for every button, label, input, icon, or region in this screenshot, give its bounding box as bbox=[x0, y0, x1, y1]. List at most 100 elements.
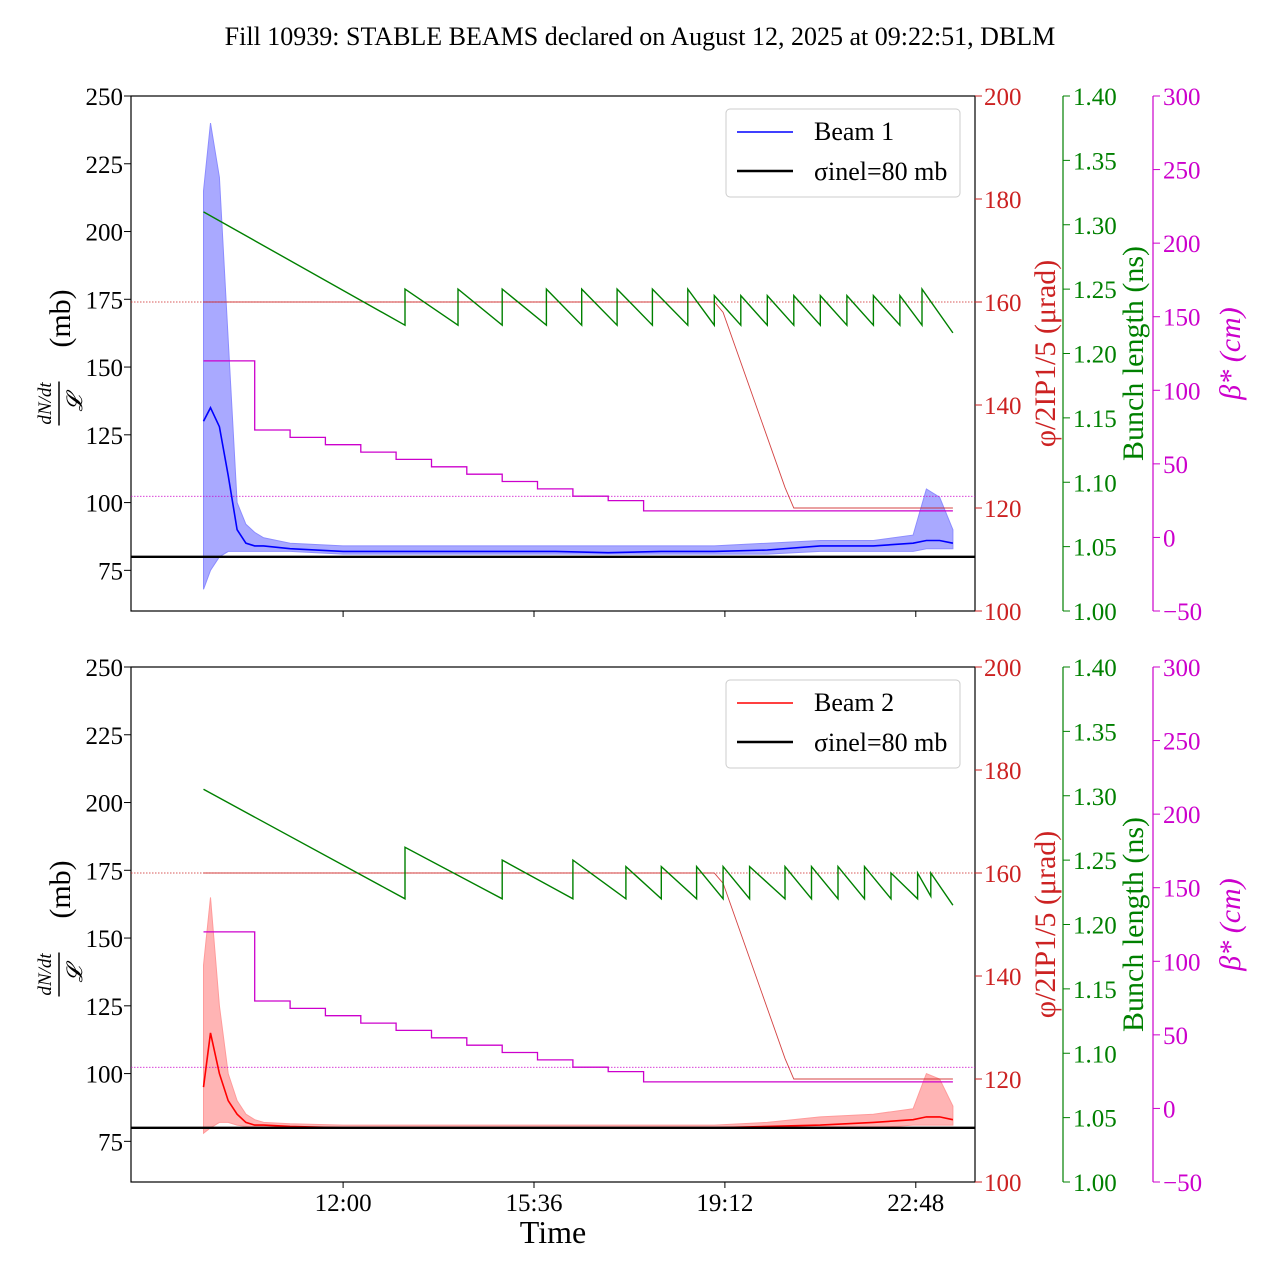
y-axis-label-denominator: 𝓛 bbox=[62, 961, 87, 983]
y-axis-label-unit: (mb) bbox=[44, 289, 77, 347]
bunch-tick-label: 1.05 bbox=[1073, 1106, 1117, 1133]
crossing-angle-series bbox=[203, 872, 953, 1080]
crossing-tick-label: 180 bbox=[984, 758, 1022, 785]
bunch-axis-label-text: Bunch length (ns) bbox=[1117, 817, 1150, 1032]
bunch-tick-label: 1.00 bbox=[1073, 599, 1117, 626]
plot-frame bbox=[130, 666, 976, 1183]
y-tick-label: 125 bbox=[86, 994, 124, 1021]
y-tick-label: 200 bbox=[86, 220, 124, 247]
xsec-series bbox=[202, 405, 954, 554]
y-tick-label: 250 bbox=[86, 655, 124, 682]
beta-series bbox=[203, 360, 953, 512]
xsec-series bbox=[202, 1032, 954, 1129]
y-tick-label: 150 bbox=[86, 926, 124, 953]
crossing-tick-label: 100 bbox=[984, 599, 1022, 626]
beta-series bbox=[203, 931, 953, 1083]
beta-tick-label: 0 bbox=[1163, 1096, 1176, 1123]
y-axis-label-unit: (mb) bbox=[44, 860, 77, 918]
crossing-tick-label: 160 bbox=[984, 290, 1022, 317]
crossing-tick-label: 100 bbox=[984, 1170, 1022, 1197]
data-layer bbox=[131, 788, 975, 1135]
y-tick-label: 75 bbox=[98, 1129, 123, 1156]
bunch-tick-label: 1.25 bbox=[1073, 848, 1117, 875]
bunch-tick-label: 1.15 bbox=[1073, 977, 1117, 1004]
beta-tick-label: 50 bbox=[1163, 1023, 1188, 1050]
crossing-tick-label: 140 bbox=[984, 964, 1022, 991]
x-tick-label: 19:12 bbox=[696, 1190, 753, 1217]
y-tick-label: 100 bbox=[86, 491, 124, 518]
beta-axis-label-text: β* (cm) bbox=[1214, 307, 1247, 400]
bunch-tick-label: 1.15 bbox=[1073, 406, 1117, 433]
beta-tick-label: 300 bbox=[1163, 84, 1201, 111]
crossing-axis-label: φ/2IP1/5 (μrad) bbox=[1029, 831, 1062, 1019]
bunch-tick-label: 1.30 bbox=[1073, 213, 1117, 240]
bunch-axis-label: Bunch length (ns) bbox=[1117, 246, 1150, 461]
beta-tick-label: 200 bbox=[1163, 231, 1201, 258]
chart-title: Fill 10939: STABLE BEAMS declared on Aug… bbox=[225, 22, 1056, 51]
plot-frame bbox=[130, 95, 976, 612]
beta-tick-label: 100 bbox=[1163, 949, 1201, 976]
y-tick-label: 175 bbox=[86, 287, 124, 314]
legend-label-beam: Beam 1 bbox=[814, 117, 894, 146]
legend-box bbox=[725, 679, 961, 769]
beta-tick-label: 0 bbox=[1163, 525, 1176, 552]
bunch-tick-label: 1.35 bbox=[1073, 719, 1117, 746]
crossing-tick-label: 120 bbox=[984, 1067, 1022, 1094]
panel-1: 75 100 125 150 175 200 225 250 100 120 140 160 180 20… bbox=[35, 84, 1247, 626]
xsec-band bbox=[203, 897, 954, 1135]
beta-tick-label: 200 bbox=[1163, 802, 1201, 829]
beta-tick-label: 250 bbox=[1163, 158, 1201, 185]
crossing-tick-label: 200 bbox=[984, 655, 1022, 682]
beta-axis-label-text: β* (cm) bbox=[1214, 878, 1247, 971]
y-tick-label: 100 bbox=[86, 1062, 124, 1089]
beta-tick-label: −50 bbox=[1163, 1170, 1202, 1197]
beta-tick-label: 150 bbox=[1163, 876, 1201, 903]
beta-tick-label: 250 bbox=[1163, 729, 1201, 756]
panel-2: 75 100 125 150 175 200 225 250 100 120 140 160 180 20… bbox=[35, 655, 1247, 1217]
bunch-tick-label: 1.00 bbox=[1073, 1170, 1117, 1197]
x-tick-label: 22:48 bbox=[887, 1190, 944, 1217]
crossing-axis-label-text: φ/2IP1/5 (μrad) bbox=[1029, 831, 1062, 1019]
bunch-tick-label: 1.05 bbox=[1073, 535, 1117, 562]
legend-label-sigma: σinel=80 mb bbox=[814, 728, 947, 757]
y-tick-label: 225 bbox=[86, 723, 124, 750]
xsec-band bbox=[203, 123, 954, 590]
y-tick-label: 125 bbox=[86, 423, 124, 450]
crossing-tick-label: 160 bbox=[984, 861, 1022, 888]
crossing-tick-label: 200 bbox=[984, 84, 1022, 111]
crossing-tick-label: 140 bbox=[984, 393, 1022, 420]
bunch-tick-label: 1.10 bbox=[1073, 1041, 1117, 1068]
bunch-tick-label: 1.40 bbox=[1073, 655, 1117, 682]
crossing-axis-label-text: φ/2IP1/5 (μrad) bbox=[1029, 260, 1062, 448]
beta-axis-label: β* (cm) bbox=[1214, 307, 1247, 400]
y-axis-label-fraction: dN/dt bbox=[35, 953, 56, 996]
bunch-tick-label: 1.30 bbox=[1073, 784, 1117, 811]
y-axis-label: dN/dt 𝓛 (mb) bbox=[35, 860, 87, 997]
bunch-tick-label: 1.10 bbox=[1073, 470, 1117, 497]
beta-tick-label: 50 bbox=[1163, 452, 1188, 479]
legend-label-sigma: σinel=80 mb bbox=[814, 157, 947, 186]
y-axis-label-denominator: 𝓛 bbox=[62, 390, 87, 412]
crossing-tick-label: 120 bbox=[984, 496, 1022, 523]
bunch-tick-label: 1.35 bbox=[1073, 148, 1117, 175]
beta-axis-label: β* (cm) bbox=[1214, 878, 1247, 971]
y-axis-label-fraction: dN/dt bbox=[35, 382, 56, 425]
bunch-tick-label: 1.40 bbox=[1073, 84, 1117, 111]
y-tick-label: 150 bbox=[86, 355, 124, 382]
beta-tick-label: 100 bbox=[1163, 378, 1201, 405]
beta-tick-label: 150 bbox=[1163, 305, 1201, 332]
bunch-axis-label: Bunch length (ns) bbox=[1117, 817, 1150, 1032]
x-tick-label: 15:36 bbox=[506, 1190, 563, 1217]
y-tick-label: 175 bbox=[86, 858, 124, 885]
crossing-axis-label: φ/2IP1/5 (μrad) bbox=[1029, 260, 1062, 448]
y-tick-label: 75 bbox=[98, 558, 123, 585]
bunch-tick-label: 1.25 bbox=[1073, 277, 1117, 304]
bunch-axis-label-text: Bunch length (ns) bbox=[1117, 246, 1150, 461]
bunch-tick-label: 1.20 bbox=[1073, 913, 1117, 940]
legend-label-beam: Beam 2 bbox=[814, 688, 894, 717]
beta-tick-label: 300 bbox=[1163, 655, 1201, 682]
crossing-tick-label: 180 bbox=[984, 187, 1022, 214]
bunch-tick-label: 1.20 bbox=[1073, 342, 1117, 369]
x-tick-label: 12:00 bbox=[315, 1190, 372, 1217]
